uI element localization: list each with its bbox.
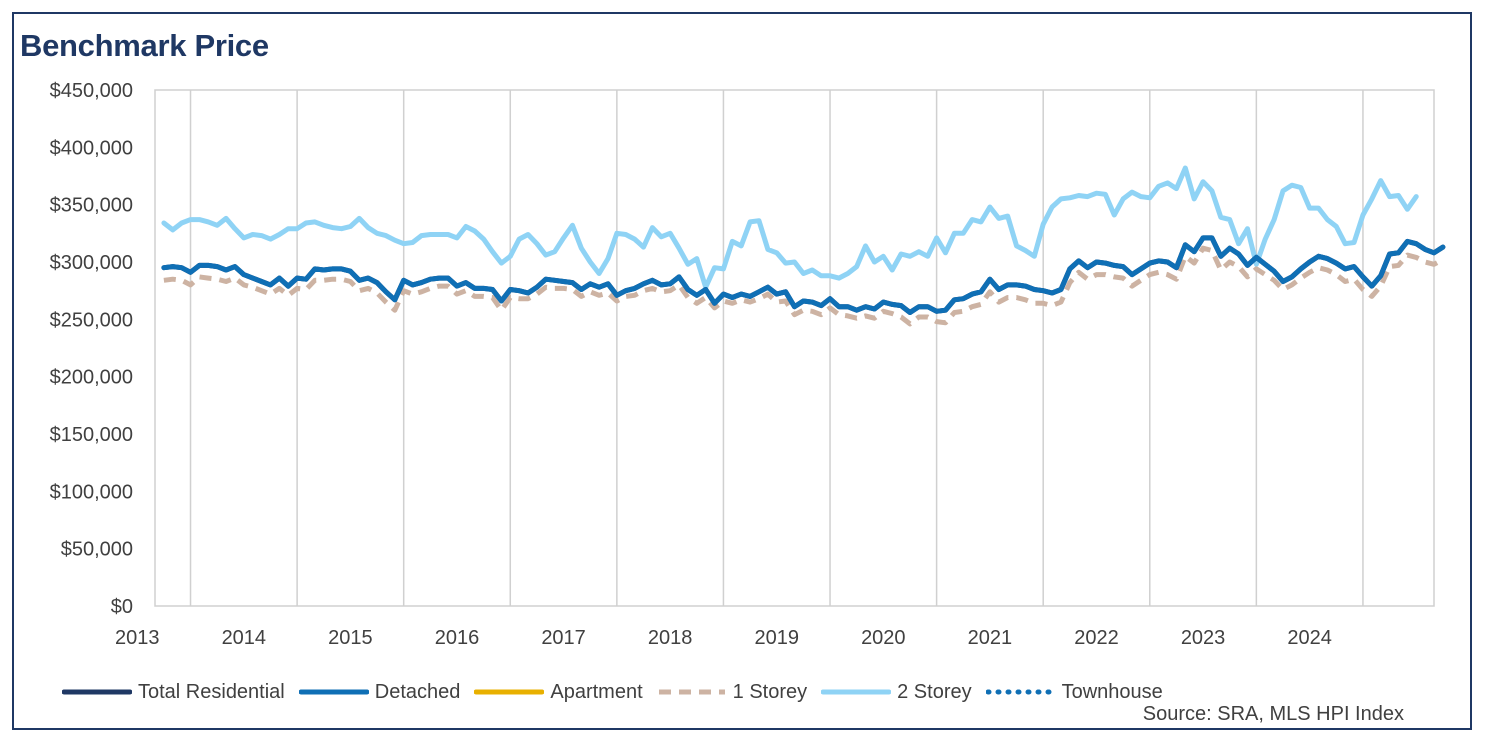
legend-swatch <box>474 689 545 695</box>
legend-label: Detached <box>374 680 461 703</box>
y-tick-label: $50,000 <box>61 539 133 561</box>
legend-label: 2 Storey <box>897 680 972 703</box>
y-tick-label: $450,000 <box>50 80 133 102</box>
plot-area-border <box>154 89 1435 607</box>
series-line-2-storey <box>161 165 1419 290</box>
x-tick-label: 2016 <box>435 627 480 649</box>
series-line-detached <box>161 235 1446 315</box>
legend-label: Total Residential <box>138 680 285 703</box>
y-tick-label: $150,000 <box>50 424 133 446</box>
x-tick-label: 2021 <box>968 627 1013 649</box>
chart-grid <box>154 89 1435 607</box>
chart-title: Benchmark Price <box>20 28 269 63</box>
y-axis-ticks: $0 $50,000 $100,000 $150,000 $200,000 $250,00… <box>50 80 133 618</box>
y-tick-label: $400,000 <box>50 137 133 159</box>
x-tick-label: 2022 <box>1074 627 1119 649</box>
y-tick-label: $200,000 <box>50 367 133 389</box>
x-tick-label: 2014 <box>222 627 267 649</box>
x-axis-ticks: 2013 2014 2015 2016 2017 2018 2019 2020 2021 2022… <box>115 627 1332 649</box>
legend-swatch <box>821 689 892 695</box>
x-tick-label: 2013 <box>115 627 160 649</box>
y-tick-label: $300,000 <box>50 252 133 274</box>
legend-item: Apartment <box>474 680 643 704</box>
x-tick-label: 2024 <box>1287 627 1332 649</box>
legend-item: 1 Storey <box>657 681 807 704</box>
x-tick-label: 2018 <box>648 627 693 649</box>
legend-swatch <box>298 689 369 695</box>
legend-swatch <box>985 689 1056 695</box>
series-line-1-storey <box>163 245 1445 327</box>
legend-swatch <box>62 689 132 695</box>
x-tick-label: 2019 <box>754 627 799 649</box>
y-tick-label: $100,000 <box>50 481 133 503</box>
legend-item: Total Residential <box>62 681 285 704</box>
legend-label: 1 Storey <box>732 680 808 703</box>
y-tick-label: $0 <box>111 596 133 618</box>
legend-swatch <box>658 689 725 695</box>
legend-label: Apartment <box>550 680 643 703</box>
x-tick-label: 2023 <box>1181 627 1226 649</box>
x-tick-label: 2017 <box>541 627 586 649</box>
y-tick-label: $250,000 <box>50 309 133 331</box>
legend-item: Detached <box>298 680 461 704</box>
y-tick-label: $350,000 <box>50 195 133 217</box>
legend-item: Townhouse <box>985 680 1163 704</box>
legend-label: Townhouse <box>1061 680 1163 703</box>
chart-frame <box>12 12 1472 730</box>
source-note: Source: SRA, MLS HPI Index <box>1142 703 1404 725</box>
series-lines <box>161 165 1446 327</box>
legend-item: 2 Storey <box>821 680 972 704</box>
x-tick-label: 2020 <box>861 627 906 649</box>
x-tick-label: 2015 <box>328 627 373 649</box>
chart-legend: Total Residential Detached Apartment 1 Stor… <box>62 679 1177 705</box>
